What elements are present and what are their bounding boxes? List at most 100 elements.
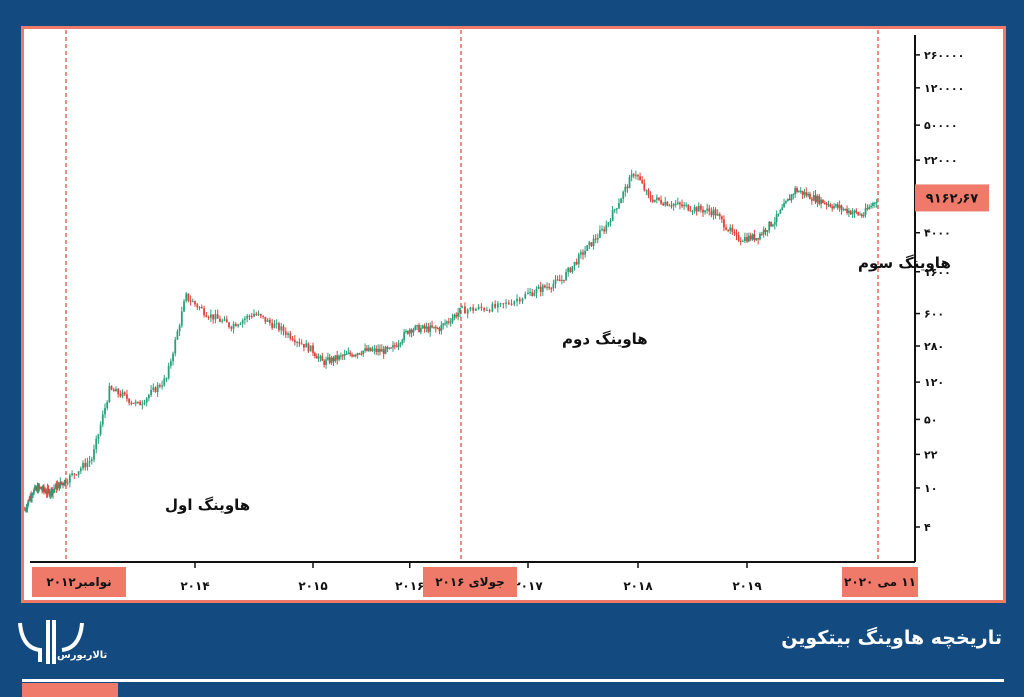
- candle-body: [760, 233, 763, 235]
- candle: [702, 206, 704, 218]
- candle: [605, 220, 608, 234]
- candle: [733, 229, 736, 236]
- candle: [556, 275, 559, 281]
- candle-body: [699, 205, 702, 210]
- candle-body: [681, 204, 683, 207]
- candle: [71, 470, 73, 477]
- candle-body: [194, 301, 196, 305]
- candle-body: [537, 286, 540, 289]
- candle-body: [464, 306, 466, 314]
- candle-body: [312, 345, 314, 353]
- candle: [51, 486, 54, 497]
- candle: [835, 203, 837, 208]
- candle-body: [273, 323, 276, 328]
- candle: [139, 400, 142, 406]
- candle-body: [373, 348, 376, 350]
- candle: [43, 488, 46, 493]
- candle-body: [26, 503, 29, 509]
- candle-body: [27, 499, 30, 504]
- candle-body: [573, 261, 576, 267]
- candle-body: [134, 401, 137, 404]
- candle: [397, 340, 400, 351]
- candle: [268, 317, 271, 326]
- candle: [518, 296, 521, 305]
- candle: [377, 344, 380, 356]
- candle-body: [429, 325, 432, 332]
- candle-body: [367, 347, 370, 351]
- candle: [634, 170, 637, 180]
- candle-body: [278, 323, 280, 331]
- candle-body: [395, 345, 398, 347]
- candle-body: [662, 203, 665, 206]
- talarbourse-logo: [18, 620, 84, 664]
- candle: [794, 185, 797, 198]
- candle-body: [706, 208, 709, 211]
- candle-body: [36, 487, 39, 493]
- candle: [93, 444, 95, 463]
- candle: [356, 352, 359, 359]
- halving-annotation: هاوینگ سوم: [858, 254, 951, 272]
- candle-body: [453, 314, 456, 318]
- candle: [284, 327, 287, 338]
- y-tick-label: ۲۲: [924, 448, 938, 461]
- candle-body: [63, 484, 65, 486]
- candle: [48, 488, 51, 498]
- candle: [862, 212, 865, 218]
- candle-body: [768, 221, 771, 231]
- candle: [341, 353, 344, 361]
- candle-body: [354, 355, 357, 357]
- candle-body: [461, 306, 464, 308]
- candle: [225, 315, 228, 323]
- candle-body: [386, 347, 389, 349]
- candle: [119, 390, 122, 398]
- y-tick-label: ۲۲۰۰۰: [924, 154, 958, 167]
- candle: [392, 341, 394, 352]
- candle-body: [794, 188, 797, 195]
- candle: [178, 323, 181, 336]
- candle: [628, 174, 631, 189]
- candle: [262, 315, 264, 319]
- candle-body: [685, 204, 688, 206]
- candle: [739, 237, 742, 246]
- candle: [496, 300, 499, 313]
- candle-body: [143, 402, 146, 404]
- candle: [790, 193, 793, 203]
- candle-body: [744, 237, 746, 242]
- candle: [326, 352, 329, 361]
- candle: [244, 315, 246, 325]
- halving-date-label: ۱۱ می ۲۰۲۰: [844, 575, 916, 589]
- candle: [704, 209, 706, 215]
- candle: [163, 374, 166, 387]
- candle: [40, 486, 43, 490]
- candle-body: [66, 482, 69, 484]
- candle: [108, 382, 111, 403]
- candle: [847, 207, 850, 218]
- candle-body: [725, 227, 727, 230]
- candle: [626, 184, 629, 193]
- candle-body: [835, 204, 837, 207]
- candle: [313, 351, 316, 359]
- candle-body: [563, 279, 565, 281]
- candle-body: [180, 311, 183, 326]
- candle: [594, 234, 597, 244]
- footer-accent: [22, 683, 118, 697]
- candle: [58, 482, 61, 491]
- candle: [535, 286, 538, 299]
- candle-body: [349, 352, 352, 355]
- candle-body: [844, 208, 847, 210]
- candle-body: [42, 486, 44, 491]
- candle-body: [223, 319, 226, 321]
- candle: [438, 326, 441, 335]
- candle: [751, 233, 754, 241]
- candle: [831, 204, 834, 212]
- candle-body: [86, 462, 89, 468]
- candle: [565, 268, 567, 282]
- candle-body: [319, 356, 322, 358]
- candle: [860, 213, 863, 218]
- candle: [296, 340, 299, 348]
- candle-body: [816, 196, 819, 203]
- candle-body: [786, 198, 789, 202]
- candle: [586, 245, 589, 252]
- candle: [697, 202, 700, 212]
- candle: [645, 189, 648, 196]
